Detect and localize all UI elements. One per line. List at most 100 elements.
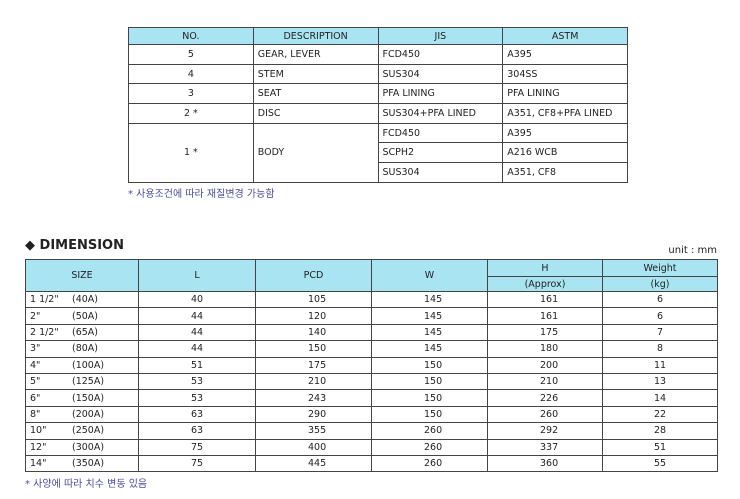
- value-cell: 150: [371, 405, 488, 424]
- jis-cell: PFA LINING: [377, 83, 504, 105]
- astm-cell: A351, CF8+PFA LINED: [502, 103, 628, 124]
- value-cell: 44: [138, 307, 256, 325]
- size-inch: 10": [30, 425, 47, 437]
- material-row: 3 SEAT PFA LINING PFA LINING: [128, 83, 628, 105]
- size-dn: (125A): [72, 376, 105, 388]
- value-cell: 150: [255, 340, 372, 358]
- header-cell: L: [138, 259, 256, 292]
- size-dn: (40A): [72, 294, 98, 306]
- size-inch: 12": [30, 441, 47, 453]
- description-cell: GEAR, LEVER: [252, 44, 379, 65]
- dimension-row: 12" (300A) 75 400 260 337 51: [25, 438, 718, 456]
- materials-note: * 사용조건에 따라 재질변경 가능함: [128, 189, 275, 200]
- value-cell: 6: [602, 307, 718, 325]
- size-dn: (250A): [72, 425, 105, 437]
- header-row: (Approx) (kg): [26, 276, 718, 292]
- no-cell: 1 *: [128, 122, 254, 183]
- material-row: SCPH2 A216 WCB: [129, 142, 628, 164]
- header-cell: ASTM: [502, 27, 628, 45]
- value-cell: 360: [487, 454, 603, 473]
- value-cell: 14: [602, 389, 718, 407]
- unit-label: unit : mm: [668, 245, 717, 256]
- material-row: 5 GEAR, LEVER FCD450 A395: [128, 44, 628, 65]
- astm-cell: A351, CF8: [502, 162, 628, 183]
- header-cell: (kg): [602, 276, 718, 292]
- value-cell: 400: [255, 438, 372, 456]
- dimension-row: 1 1/2" (40A) 40 105 145 161 6: [25, 290, 718, 309]
- dimension-row: 3" (80A) 44 150 145 180 8: [25, 340, 718, 358]
- size-dn: (200A): [72, 408, 105, 420]
- value-cell: 150: [371, 372, 488, 391]
- size-cell: 12" (300A): [25, 438, 139, 456]
- value-cell: 337: [487, 438, 603, 456]
- description-cell: DISC: [252, 103, 379, 124]
- size-dn: (80A): [72, 343, 98, 355]
- description-cell: SEAT: [252, 83, 379, 105]
- header-cell: NO.: [128, 27, 254, 45]
- dimension-row: 2 1/2" (65A) 44 140 145 175 7: [25, 323, 718, 342]
- value-cell: 200: [487, 356, 603, 374]
- value-cell: 355: [255, 422, 372, 440]
- value-cell: 175: [255, 356, 372, 374]
- value-cell: 260: [371, 454, 488, 473]
- size-inch: 2": [30, 310, 41, 322]
- size-cell: 10" (250A): [25, 422, 139, 440]
- header-cell: PCD: [255, 259, 372, 292]
- value-cell: 22: [602, 405, 718, 424]
- value-cell: 7: [602, 323, 718, 342]
- value-cell: 75: [138, 454, 256, 473]
- value-cell: 260: [487, 405, 603, 424]
- value-cell: 105: [255, 290, 372, 309]
- jis-cell: SCPH2: [377, 142, 504, 164]
- value-cell: 292: [487, 422, 603, 440]
- astm-cell: A216 WCB: [502, 142, 628, 164]
- value-cell: 145: [371, 323, 488, 342]
- jis-cell: SUS304: [377, 63, 504, 85]
- size-cell: 4" (100A): [25, 356, 139, 374]
- header-cell: DESCRIPTION: [252, 27, 379, 45]
- size-cell: 2" (50A): [25, 307, 139, 325]
- value-cell: 6: [602, 290, 718, 309]
- size-inch: 8": [30, 408, 41, 420]
- dimension-row: 8" (200A) 63 290 150 260 22: [25, 405, 718, 424]
- header-row: NO. DESCRIPTION JIS ASTM: [128, 27, 628, 45]
- astm-cell: PFA LINING: [502, 83, 628, 105]
- value-cell: 161: [487, 290, 603, 309]
- size-cell: 14" (350A): [25, 454, 139, 473]
- size-inch: 14": [30, 458, 47, 470]
- value-cell: 75: [138, 438, 256, 456]
- value-cell: 53: [138, 389, 256, 407]
- value-cell: 445: [255, 454, 372, 473]
- value-cell: 210: [487, 372, 603, 391]
- value-cell: 260: [371, 438, 488, 456]
- header-cell: W: [371, 259, 488, 292]
- size-inch: 2 1/2": [30, 326, 59, 338]
- size-cell: 1 1/2" (40A): [25, 290, 139, 309]
- astm-cell: A395: [502, 122, 628, 144]
- size-inch: 3": [30, 343, 41, 355]
- size-dn: (50A): [72, 310, 98, 322]
- size-cell: 3" (80A): [25, 340, 139, 358]
- value-cell: 120: [255, 307, 372, 325]
- dimension-row: 5" (125A) 53 210 150 210 13: [25, 372, 718, 391]
- dimension-row: 6" (150A) 53 243 150 226 14: [25, 389, 718, 407]
- value-cell: 63: [138, 405, 256, 424]
- size-inch: 1 1/2": [30, 294, 59, 306]
- value-cell: 150: [371, 356, 488, 374]
- value-cell: 51: [138, 356, 256, 374]
- size-dn: (300A): [72, 441, 105, 453]
- header-cell: JIS: [377, 27, 504, 45]
- dimension-table: SIZE L PCD W H Weight (Approx) (kg) 1 1/2" (40A) 4…: [25, 259, 718, 473]
- jis-cell: SUS304+PFA LINED: [377, 103, 504, 124]
- value-cell: 53: [138, 372, 256, 391]
- value-cell: 13: [602, 372, 718, 391]
- value-cell: 28: [602, 422, 718, 440]
- size-cell: 2 1/2" (65A): [25, 323, 139, 342]
- value-cell: 243: [255, 389, 372, 407]
- value-cell: 140: [255, 323, 372, 342]
- header-cell: H: [487, 259, 603, 277]
- size-cell: 6" (150A): [25, 389, 139, 407]
- value-cell: 210: [255, 372, 372, 391]
- size-inch: 6": [30, 392, 41, 404]
